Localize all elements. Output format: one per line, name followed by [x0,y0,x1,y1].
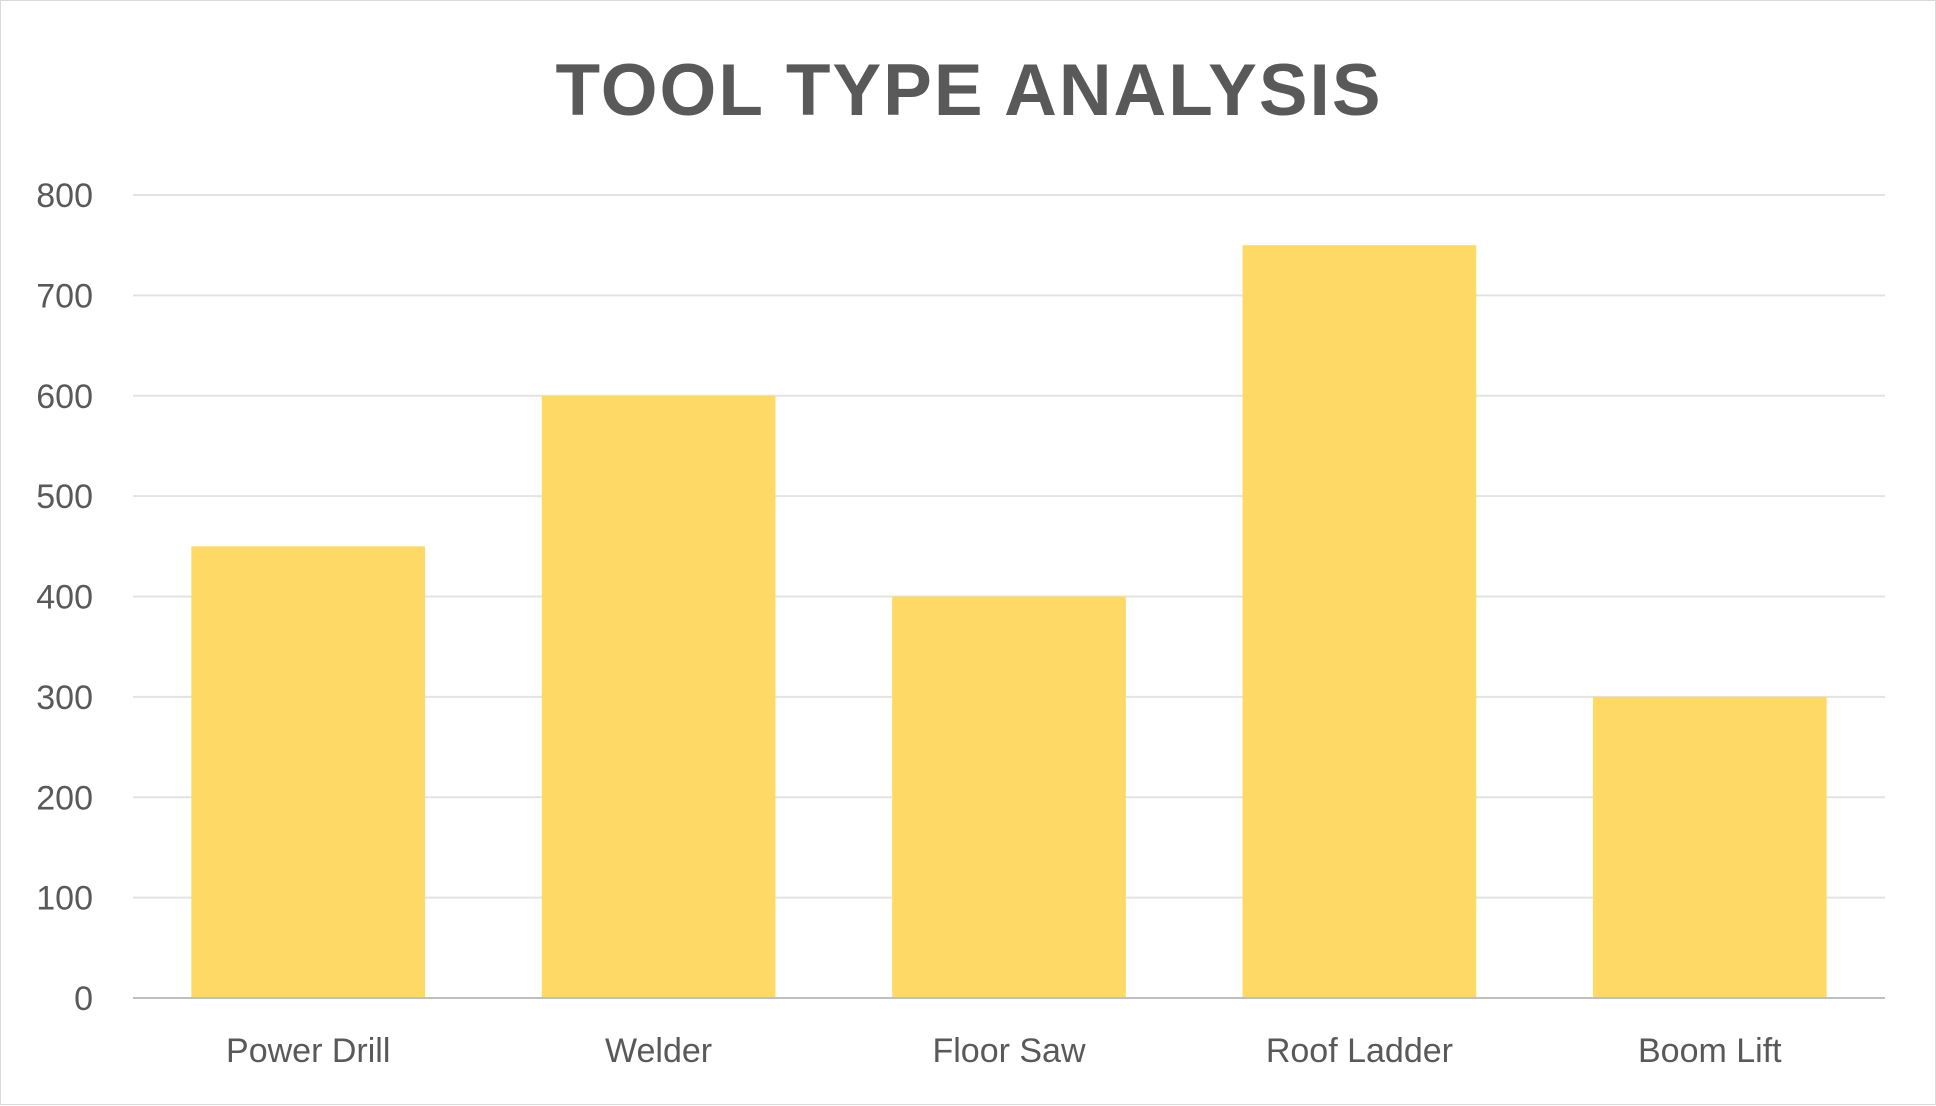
y-tick-label: 600 [36,378,93,416]
bar-roof-ladder [1242,245,1477,998]
y-tick-label: 500 [36,478,93,516]
y-tick-label: 0 [74,980,93,1018]
chart-title: TOOL TYPE ANALYSIS [555,50,1382,131]
x-tick-label: Power Drill [226,1032,390,1070]
bar-floor-saw [892,596,1126,998]
y-tick-label: 100 [36,880,93,918]
x-tick-label: Welder [605,1032,712,1070]
x-tick-label: Floor Saw [932,1032,1085,1070]
x-axis-ticks: Power Drill Welder Floor Saw Roof Ladder Boo… [226,1032,1782,1070]
bars [191,245,1827,998]
y-tick-label: 200 [36,779,93,817]
bar-welder [541,395,776,998]
y-axis-ticks: 0 100 200 300 400 500 600 700 800 [36,177,93,1018]
y-tick-label: 300 [36,679,93,717]
bar-power-drill [191,546,426,998]
y-tick-label: 800 [36,177,93,215]
y-tick-label: 700 [36,277,93,315]
x-tick-label: Roof Ladder [1266,1032,1453,1070]
y-tick-label: 400 [36,579,93,617]
x-tick-label: Boom Lift [1638,1032,1782,1070]
bar-boom-lift [1592,696,1827,998]
